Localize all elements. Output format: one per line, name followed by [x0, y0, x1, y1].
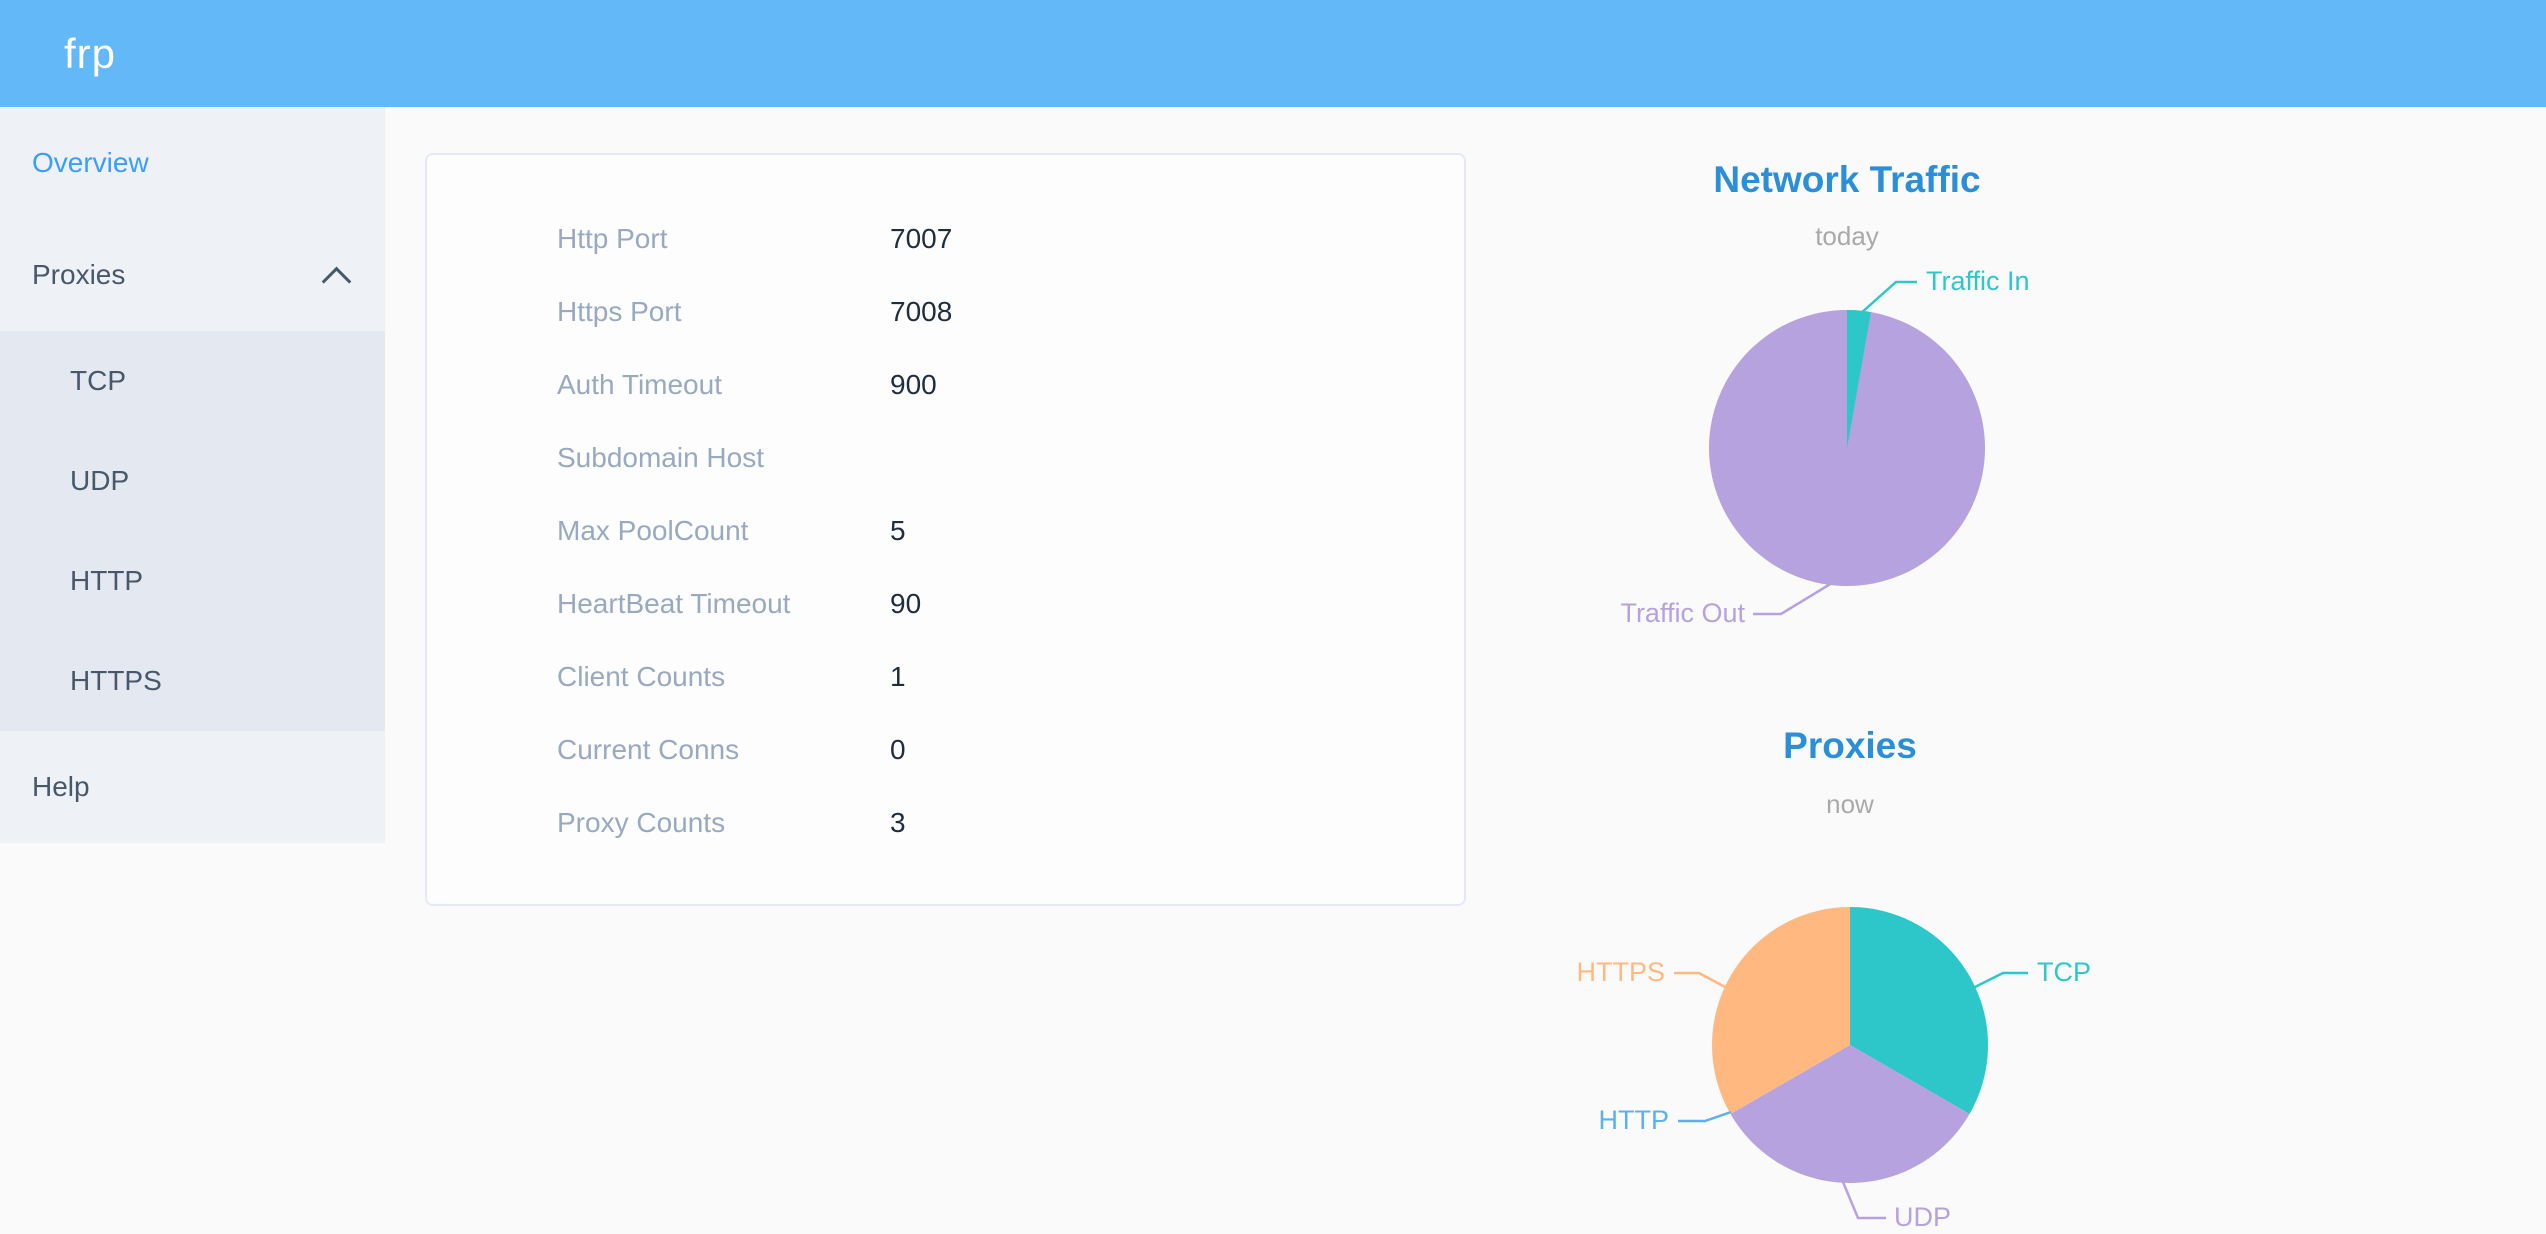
- pie-slice-tcp[interactable]: [1850, 907, 1988, 1114]
- pie-slice-udp[interactable]: [1730, 1045, 1970, 1183]
- connector-tcp: [1972, 971, 2028, 990]
- table-row: Proxy Counts 3: [427, 786, 1464, 859]
- info-label: Https Port: [557, 296, 682, 327]
- proxies-submenu: TCP UDP HTTP HTTPS: [0, 331, 385, 731]
- sidebar-item-help-label: Help: [32, 771, 90, 802]
- server-info-card: Http Port 7007 Https Port 7008 Auth Time…: [425, 153, 1466, 906]
- connector-udp: [1841, 1181, 1886, 1220]
- table-row: Https Port 7008: [427, 275, 1464, 348]
- table-row: HeartBeat Timeout 90: [427, 567, 1464, 640]
- pie-slice-traffic-in[interactable]: [1847, 310, 1871, 448]
- info-label: Subdomain Host: [557, 442, 765, 473]
- network-traffic-pie-chart: Network Traffic today Traffic In Traffic…: [1620, 159, 2030, 628]
- table-row: Client Counts 1: [427, 640, 1464, 713]
- sidebar-item-https[interactable]: HTTPS: [70, 665, 162, 696]
- pie-label-traffic-in: Traffic In: [1926, 266, 2030, 296]
- app-logo: frp: [64, 30, 117, 77]
- info-label: Http Port: [557, 223, 668, 254]
- info-label: Auth Timeout: [557, 369, 722, 400]
- info-label: Proxy Counts: [557, 807, 726, 838]
- info-value: 7007: [890, 223, 953, 254]
- info-label: Current Conns: [557, 734, 740, 765]
- table-row: Max PoolCount 5: [427, 494, 1464, 567]
- info-value: 7008: [890, 296, 953, 327]
- pie-label-https: HTTPS: [1576, 957, 1665, 987]
- info-label: Client Counts: [557, 661, 726, 692]
- app-header: frp: [0, 0, 2546, 107]
- connector-traffic-in: [1859, 280, 1917, 315]
- connector-traffic-out: [1753, 581, 1833, 616]
- proxies-pie-chart: Proxies now TCP HTTPS HTTP UDP: [1576, 725, 2091, 1232]
- info-label: HeartBeat Timeout: [557, 588, 791, 619]
- pie-label-tcp: TCP: [2037, 957, 2091, 987]
- info-value: 0: [890, 734, 906, 765]
- chart-title: Proxies: [1783, 725, 1917, 766]
- info-value: 1: [890, 661, 906, 692]
- chart-title: Network Traffic: [1713, 159, 1980, 200]
- sidebar-item-http[interactable]: HTTP: [70, 565, 144, 596]
- table-row: Subdomain Host: [427, 421, 1464, 494]
- info-value: 900: [890, 369, 937, 400]
- pie-label-http: HTTP: [1599, 1105, 1670, 1135]
- info-value: 3: [890, 807, 906, 838]
- pie-label-udp: UDP: [1894, 1202, 1951, 1232]
- chart-subtitle: today: [1815, 221, 1879, 251]
- sidebar-item-proxies[interactable]: Proxies: [0, 219, 385, 331]
- sidebar-item-overview-label: Overview: [32, 147, 149, 178]
- info-label: Max PoolCount: [557, 515, 749, 546]
- connector-https: [1674, 971, 1728, 990]
- table-row: Http Port 7007: [427, 202, 1464, 275]
- sidebar-item-udp[interactable]: UDP: [70, 465, 130, 496]
- server-info-rows: Http Port 7007 Https Port 7008 Auth Time…: [427, 155, 1464, 859]
- info-value: 90: [890, 588, 922, 619]
- sidebar-item-tcp[interactable]: TCP: [70, 365, 126, 396]
- sidebar-item-help[interactable]: Help: [0, 731, 385, 843]
- pie-slice-https[interactable]: [1712, 907, 1850, 1114]
- sidebar-item-proxies-label: Proxies: [32, 259, 126, 290]
- chevron-up-icon: [321, 266, 352, 297]
- table-row: Auth Timeout 900: [427, 348, 1464, 421]
- connector-http: [1678, 1110, 1732, 1123]
- chart-subtitle: now: [1826, 789, 1874, 819]
- table-row: Current Conns 0: [427, 713, 1464, 786]
- sidebar-item-overview[interactable]: Overview: [0, 107, 385, 219]
- info-value: 5: [890, 515, 906, 546]
- sidebar: Overview Proxies TCP UDP HTTP HTTPS Help: [0, 107, 385, 843]
- pie-label-traffic-out: Traffic Out: [1620, 598, 1745, 628]
